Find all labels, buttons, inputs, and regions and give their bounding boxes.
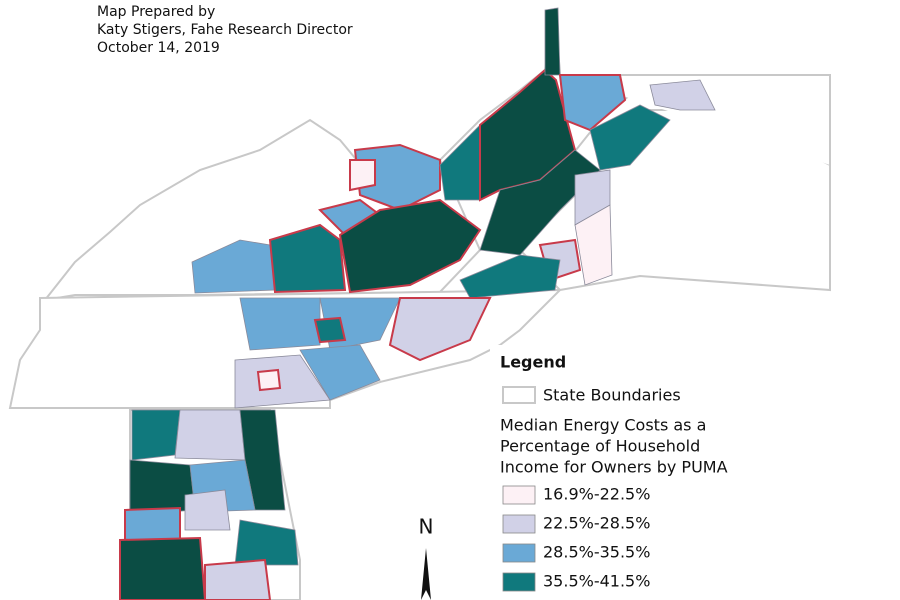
puma	[174, 409, 246, 461]
puma	[558, 74, 627, 132]
puma	[353, 143, 441, 212]
puma	[574, 204, 613, 286]
legend-swatch	[502, 485, 536, 505]
legend-background	[490, 345, 900, 600]
credit-line: Katy Stigers, Fahe Research Director	[97, 22, 353, 38]
puma	[268, 223, 347, 294]
puma	[589, 104, 671, 171]
credits: Map Prepared by Katy Stigers, Fahe Resea…	[97, 4, 353, 56]
legend: Legend State Boundaries Median Energy Co…	[490, 345, 900, 600]
legend-subtitle: Percentage of Household	[500, 437, 700, 456]
legend-swatch	[502, 386, 536, 404]
credit-line: October 14, 2019	[97, 40, 220, 56]
legend-subtitle: Income for Owners by PUMA	[500, 458, 728, 477]
puma	[234, 519, 299, 566]
credit-line: Map Prepared by	[97, 4, 215, 20]
legend-label: 22.5%-28.5%	[543, 514, 650, 533]
puma	[388, 297, 492, 362]
puma	[239, 409, 286, 511]
legend-swatch	[502, 514, 536, 534]
puma	[119, 536, 207, 600]
north-arrow-shape	[421, 548, 431, 600]
legend-swatch	[502, 572, 536, 592]
legend-label: 16.9%-22.5%	[543, 485, 650, 504]
legend-label: 35.5%-41.5%	[543, 572, 650, 591]
puma	[239, 297, 321, 351]
north-label: N	[419, 515, 434, 539]
north-arrow: N	[419, 515, 434, 600]
puma	[299, 344, 381, 401]
puma	[349, 159, 376, 192]
puma	[204, 558, 272, 600]
state	[560, 74, 831, 165]
puma	[338, 198, 482, 294]
puma	[459, 254, 561, 299]
legend-title: Legend	[500, 353, 566, 372]
legend-subtitle: Median Energy Costs as a	[500, 416, 706, 435]
legend-label: 28.5%-35.5%	[543, 543, 650, 562]
legend-swatch	[502, 543, 536, 563]
puma	[256, 368, 282, 392]
legend-label: State Boundaries	[543, 386, 681, 405]
puma	[184, 489, 231, 531]
puma	[649, 79, 716, 111]
puma	[313, 316, 347, 344]
puma	[124, 506, 181, 541]
puma	[544, 7, 561, 76]
puma	[131, 409, 181, 461]
puma-areas	[119, 7, 716, 600]
